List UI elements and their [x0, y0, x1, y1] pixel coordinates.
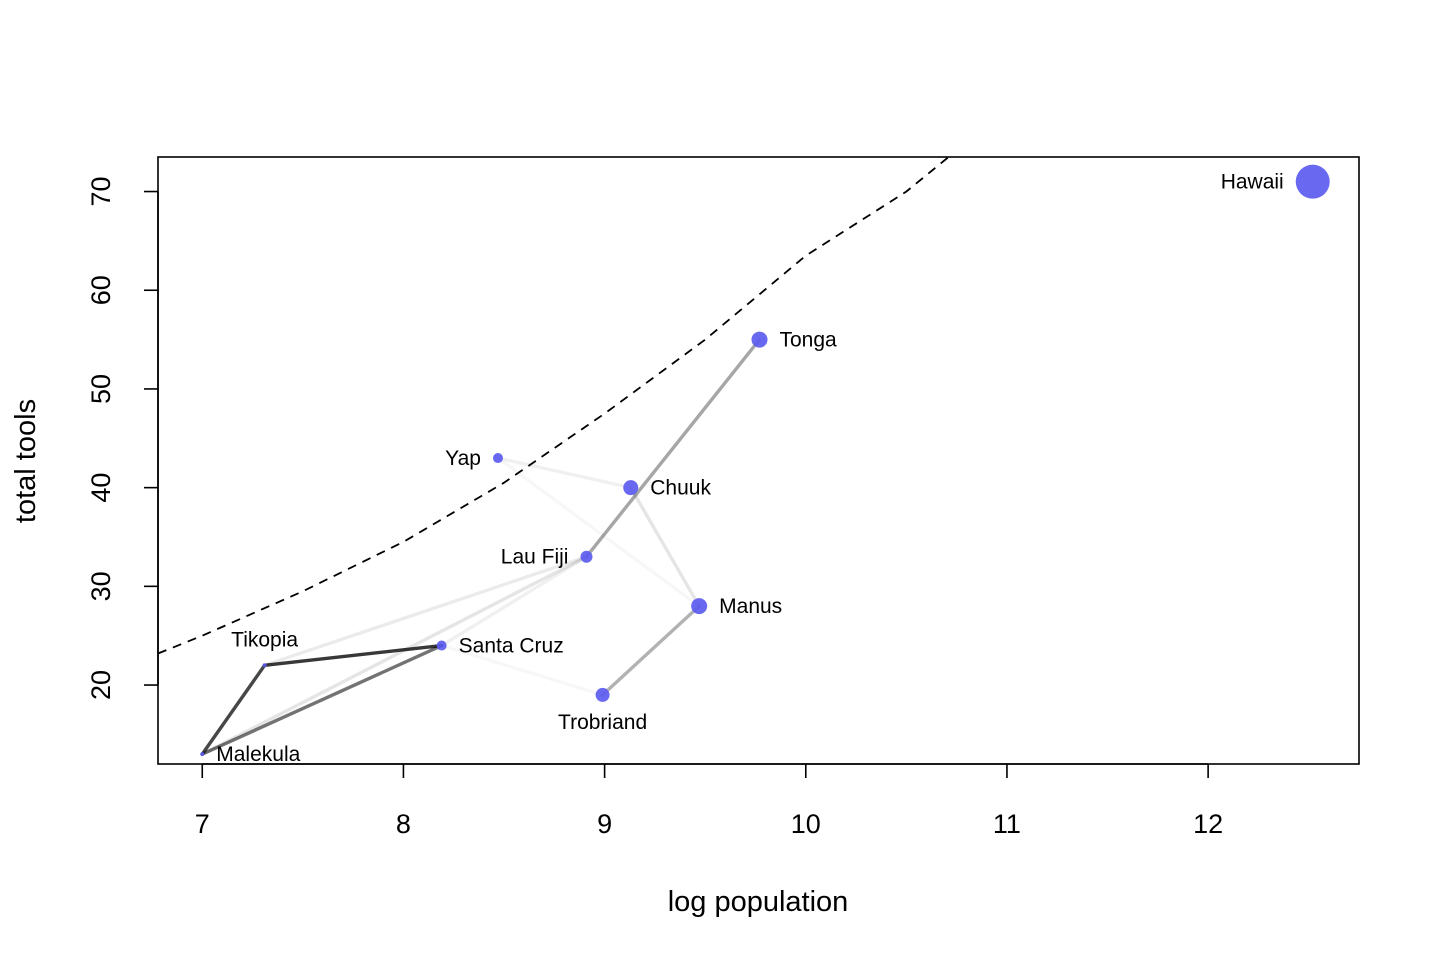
y-axis: 20 30 40 50 60 70	[86, 177, 159, 700]
x-axis: 7 8 9 10 11 12	[195, 763, 1223, 839]
link-chuuk-manus	[629, 485, 701, 608]
point-labels-layer: Malekula Tikopia Santa Cruz Yap Lau Fiji Trob…	[216, 171, 1283, 766]
point-label-manus: Manus	[719, 595, 782, 618]
point-label-lau-fiji: Lau Fiji	[501, 546, 569, 569]
link-lau-fiji-tonga	[584, 337, 762, 559]
x-tick-label: 8	[396, 809, 411, 839]
link-yap-chuuk	[496, 456, 633, 490]
x-tick-label: 7	[195, 809, 210, 839]
trend-line	[158, 157, 951, 655]
point-label-malekula: Malekula	[216, 743, 300, 766]
point-malekula	[200, 752, 205, 757]
point-yap	[492, 453, 503, 464]
link-malekula-santa-cruz	[200, 643, 444, 756]
point-label-tikopia: Tikopia	[231, 628, 298, 651]
point-tonga	[751, 331, 768, 348]
y-tick-label: 70	[86, 177, 116, 207]
point-lau-fiji	[580, 550, 593, 563]
point-label-yap: Yap	[445, 447, 481, 470]
link-tikopia-lau-fiji	[262, 555, 589, 668]
y-tick-label: 30	[86, 571, 116, 601]
point-label-santa-cruz: Santa Cruz	[459, 635, 564, 658]
point-manus	[691, 598, 708, 615]
links-layer	[200, 337, 762, 756]
y-tick-label: 60	[86, 275, 116, 305]
point-chuuk	[623, 480, 639, 496]
y-tick-label: 40	[86, 473, 116, 503]
link-trobriand-manus	[600, 604, 701, 697]
x-tick-label: 9	[597, 809, 612, 839]
points-layer	[200, 164, 1330, 757]
plot-frame	[157, 156, 1360, 765]
point-label-tonga: Tonga	[780, 329, 838, 352]
y-tick-label: 20	[86, 670, 116, 700]
point-label-hawaii: Hawaii	[1221, 171, 1284, 194]
point-hawaii	[1295, 164, 1330, 199]
x-axis-title: log population	[668, 886, 849, 918]
point-label-chuuk: Chuuk	[650, 477, 711, 500]
y-axis-title: total tools	[10, 399, 42, 523]
link-malekula-lau-fiji	[200, 555, 589, 756]
point-santa-cruz	[436, 640, 447, 651]
link-santa-cruz-lau-fiji	[439, 555, 589, 648]
point-trobriand	[595, 687, 610, 702]
link-tikopia-santa-cruz	[262, 643, 444, 668]
link-malekula-tikopia	[200, 663, 267, 756]
point-label-trobriand: Trobriand	[558, 711, 647, 734]
x-tick-label: 12	[1193, 809, 1223, 839]
trend-layer	[158, 157, 951, 655]
x-tick-label: 10	[791, 809, 821, 839]
point-tikopia	[262, 663, 267, 668]
y-tick-label: 50	[86, 374, 116, 404]
x-tick-label: 11	[993, 809, 1021, 839]
